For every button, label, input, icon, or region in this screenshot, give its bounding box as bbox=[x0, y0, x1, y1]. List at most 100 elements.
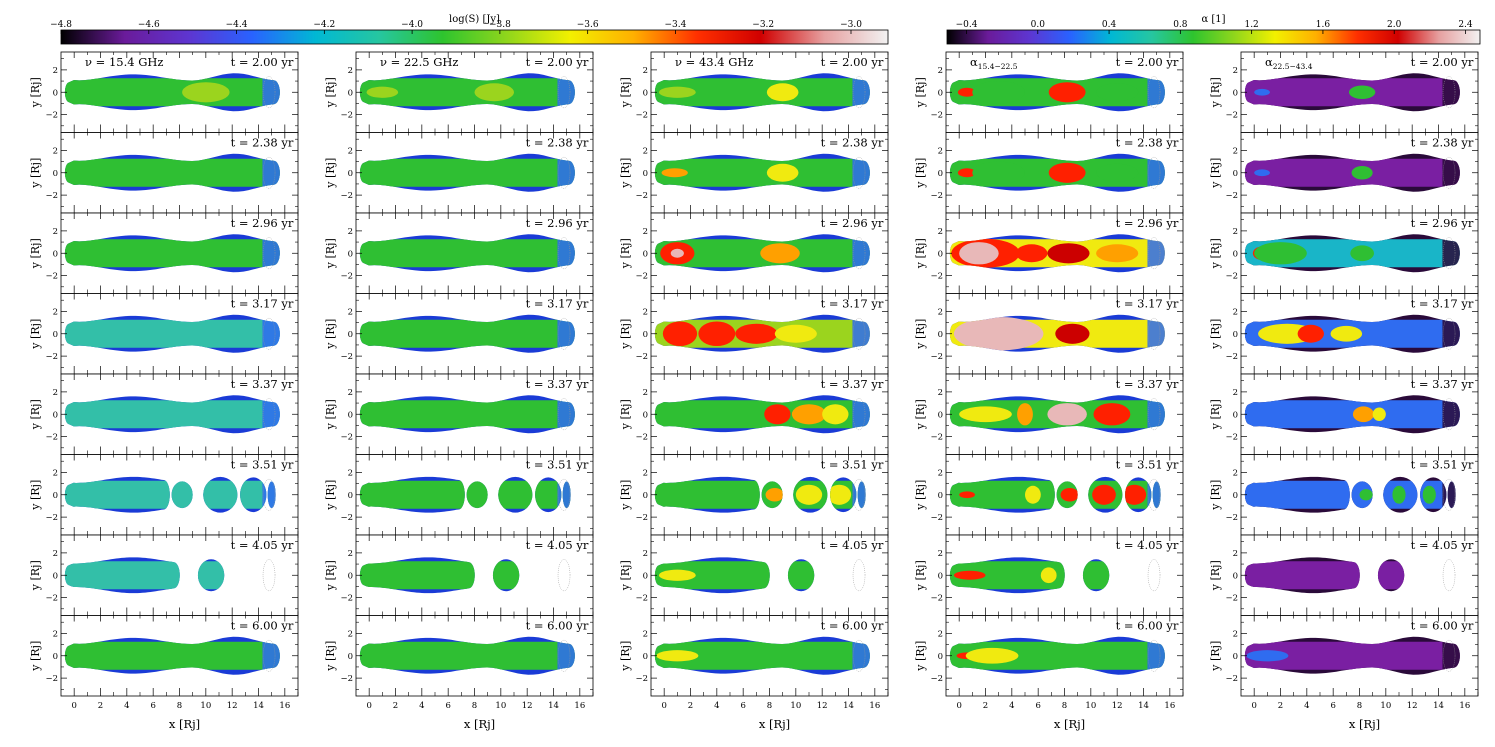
y-tick-label: 2 bbox=[348, 468, 353, 478]
x-tick-label: 2 bbox=[1278, 701, 1283, 711]
y-axis-label: y [Rj] bbox=[1209, 641, 1222, 672]
jet-head bbox=[557, 636, 575, 675]
x-tick-label: 8 bbox=[767, 701, 772, 711]
jet-head bbox=[1147, 234, 1165, 273]
panel-nu-15-row-3: −2 0 2 y [Rj] t = 3.17 yr bbox=[29, 293, 299, 375]
y-tick-label: 0 bbox=[53, 249, 58, 259]
y-tick-label: −2 bbox=[340, 272, 353, 282]
jet-bow-outline bbox=[852, 237, 866, 270]
y-tick-label: −2 bbox=[1225, 674, 1238, 684]
jet-core bbox=[359, 319, 575, 348]
y-tick-label: 0 bbox=[938, 330, 943, 340]
y-tick-label: 2 bbox=[1233, 549, 1238, 559]
jet-bow-outline bbox=[557, 317, 571, 350]
jet-bow-outline bbox=[1442, 237, 1456, 270]
colorbar-tick-label-alpha: 2.0 bbox=[1387, 20, 1402, 30]
y-tick-label: 2 bbox=[348, 549, 353, 559]
panel-nu-43-row-2: −2 0 2 y [Rj] t = 2.96 yr bbox=[619, 212, 889, 294]
y-axis-label: y [Rj] bbox=[914, 319, 927, 350]
colorbar-tick-label-alpha: 1.2 bbox=[1244, 20, 1258, 30]
colorbar-tick-label-flux: −3.0 bbox=[840, 20, 862, 30]
y-tick-label: 2 bbox=[938, 307, 943, 317]
jet-bow-outline bbox=[1147, 398, 1161, 431]
jet-bow-outline bbox=[1442, 559, 1456, 592]
x-tick-label: 4 bbox=[124, 701, 129, 711]
time-label: t = 2.96 yr bbox=[1116, 216, 1179, 230]
jet-bow-outline bbox=[557, 559, 571, 592]
panel-nu-43-row-6: −2 0 2 y [Rj] t = 4.05 yr bbox=[619, 534, 889, 616]
y-tick-label: 2 bbox=[1233, 468, 1238, 478]
x-tick-label: 8 bbox=[1062, 701, 1067, 711]
jet-emission-region bbox=[957, 87, 977, 97]
y-tick-label: 0 bbox=[938, 652, 943, 662]
jet-bow-outline bbox=[262, 156, 276, 189]
jet-emission-region bbox=[965, 647, 1019, 664]
time-label: t = 3.37 yr bbox=[1116, 377, 1179, 391]
time-label: t = 3.37 yr bbox=[821, 377, 884, 391]
y-tick-label: 0 bbox=[1233, 169, 1238, 179]
jet-head bbox=[262, 234, 280, 273]
jet-core bbox=[64, 319, 280, 348]
panel-nu-15-row-7: −2 0 2 y [Rj] t = 6.00 yr 0 2 4 6 8 10 12 14 16 x [Rj] bbox=[29, 615, 299, 731]
jet-bow-outline bbox=[1442, 156, 1456, 189]
y-tick-label: 0 bbox=[1233, 410, 1238, 420]
y-tick-label: −2 bbox=[635, 594, 648, 604]
y-tick-label: 2 bbox=[1233, 629, 1238, 639]
jet-bow-outline bbox=[852, 478, 866, 511]
panel-nu-43-row-3: −2 0 2 y [Rj] t = 3.17 yr bbox=[619, 293, 889, 375]
jet-image bbox=[654, 395, 870, 434]
jet-bow-outline bbox=[852, 76, 866, 109]
y-tick-label: 0 bbox=[938, 169, 943, 179]
panel-alpha-22-43-row-7: −2 0 2 y [Rj] t = 6.00 yr 0 2 4 6 8 10 12 14 16 x [Rj] bbox=[1209, 615, 1479, 731]
x-tick-label: 6 bbox=[150, 701, 155, 711]
y-axis-label: y [Rj] bbox=[29, 399, 42, 430]
jet-head bbox=[1442, 153, 1460, 192]
x-tick-label: 12 bbox=[1112, 701, 1123, 711]
x-tick-label: 0 bbox=[661, 701, 666, 711]
jet-emission-region bbox=[1094, 323, 1140, 344]
y-tick-label: 0 bbox=[53, 169, 58, 179]
y-tick-label: 0 bbox=[53, 410, 58, 420]
y-tick-label: 0 bbox=[348, 330, 353, 340]
panel-alpha-15-22-row-2: −2 0 2 y [Rj] t = 2.96 yr bbox=[914, 212, 1184, 294]
jet-bow-outline bbox=[1442, 398, 1456, 431]
y-tick-label: 2 bbox=[1233, 388, 1238, 398]
column-label: ν = 15.4 GHz bbox=[85, 55, 163, 69]
jet-emission-region bbox=[656, 650, 699, 662]
jet-image bbox=[949, 234, 1165, 273]
y-tick-label: 0 bbox=[348, 88, 353, 98]
x-tick-label: 16 bbox=[1164, 701, 1175, 711]
x-tick-label: 6 bbox=[445, 701, 450, 711]
jet-emission-region bbox=[1060, 488, 1079, 502]
time-label: t = 3.51 yr bbox=[231, 458, 294, 472]
jet-core bbox=[949, 641, 1165, 670]
y-tick-label: 2 bbox=[53, 307, 58, 317]
jet-image bbox=[654, 636, 870, 675]
panel-alpha-15-22-row-6: −2 0 2 y [Rj] t = 4.05 yr bbox=[914, 534, 1184, 616]
jet-head bbox=[557, 395, 575, 434]
colorbar-tick-label-alpha: 1.6 bbox=[1316, 20, 1331, 30]
y-tick-label: −2 bbox=[45, 352, 58, 362]
time-label: t = 2.00 yr bbox=[821, 55, 884, 69]
y-axis-label: y [Rj] bbox=[324, 480, 337, 511]
time-label: t = 3.37 yr bbox=[526, 377, 589, 391]
y-tick-label: −2 bbox=[930, 674, 943, 684]
jet-head bbox=[557, 314, 575, 353]
y-tick-label: 2 bbox=[348, 66, 353, 76]
y-tick-label: −2 bbox=[45, 111, 58, 121]
colorbar-gradient-flux bbox=[60, 29, 889, 45]
jet-bow-outline bbox=[1147, 237, 1161, 270]
jet-emission-region bbox=[1254, 242, 1307, 265]
jet-emission-region bbox=[1254, 169, 1270, 177]
jet-bow-outline bbox=[852, 639, 866, 672]
jet-emission-region bbox=[1096, 244, 1139, 263]
jet-emission-region bbox=[1350, 245, 1374, 262]
colorbar-tick-label-flux: −4.4 bbox=[226, 20, 248, 30]
y-tick-label: −2 bbox=[340, 433, 353, 443]
jet-bow-outline bbox=[1442, 639, 1456, 672]
colorbar-tick-label-flux: −4.0 bbox=[401, 20, 423, 30]
jet-bow-outline bbox=[1147, 639, 1161, 672]
x-axis-label: x [Rj] bbox=[464, 717, 495, 731]
x-tick-label: 8 bbox=[1357, 701, 1362, 711]
